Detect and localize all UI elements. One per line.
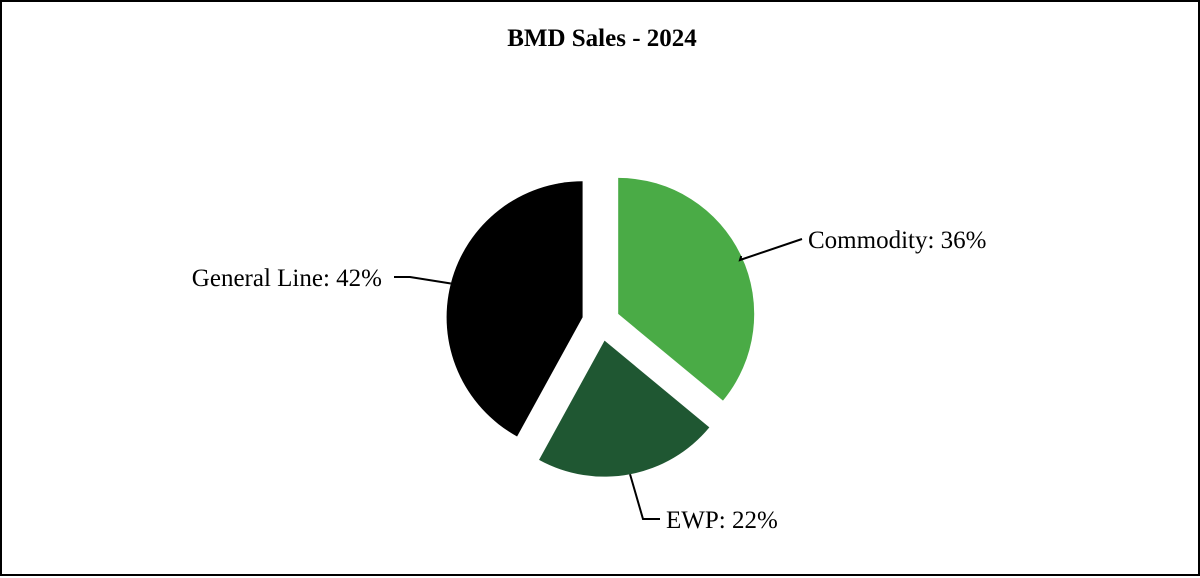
slice-labels: Commodity: 36% EWP: 22% General Line: 42% [192, 227, 987, 534]
chart-title: BMD Sales - 2024 [507, 25, 697, 52]
leader-lines [394, 238, 803, 520]
pie-slice-general-line [446, 181, 583, 437]
slice-label-ewp: EWP: 22% [666, 507, 778, 534]
leader-line-commodity [738, 238, 803, 262]
slice-label-commodity: Commodity: 36% [808, 227, 986, 254]
leader-line-general-line [394, 276, 452, 285]
slice-label-general-line: General Line: 42% [192, 265, 382, 292]
pie-slices [446, 177, 755, 477]
pie-slice-ewp [539, 340, 710, 477]
leader-line-ewp [629, 473, 660, 520]
pie-slice-commodity [618, 177, 755, 401]
